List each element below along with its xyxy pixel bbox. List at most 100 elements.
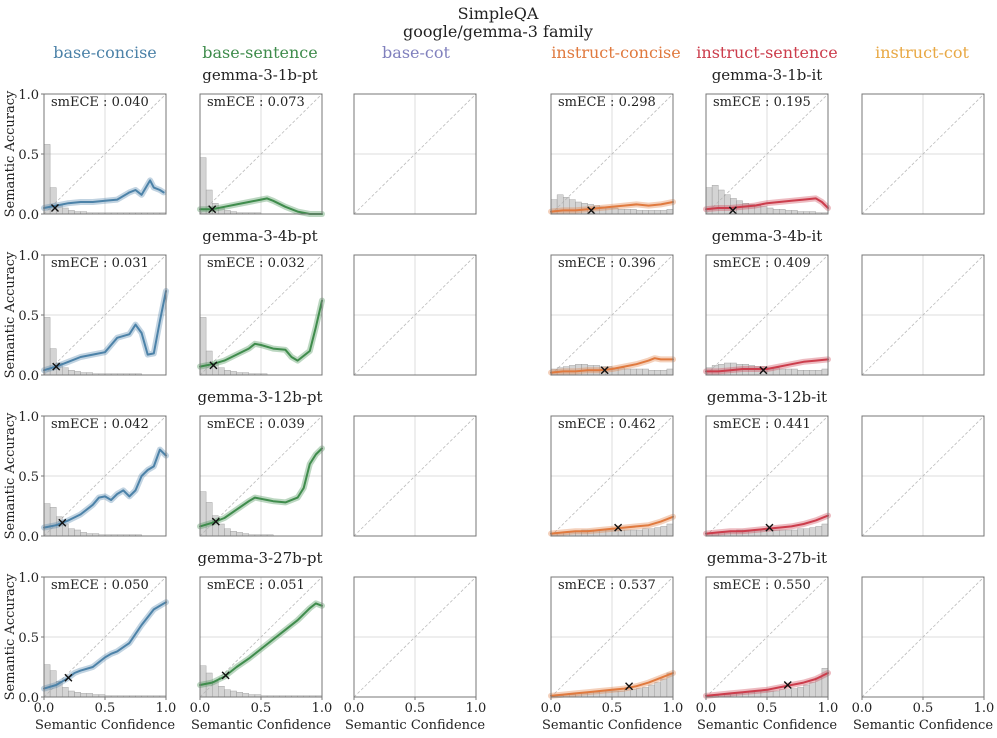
y-tick-label: 0.5 bbox=[18, 148, 39, 163]
panel-r3-c3: smECE : 0.537 0.0 0.5 1.0 Semantic Confidenc… bbox=[541, 576, 683, 733]
histogram-bar bbox=[49, 507, 57, 537]
x-tick-label: 0.5 bbox=[405, 701, 426, 716]
panel-r1-c0: smECE : 0.031 0.0 0.5 1.0 bbox=[18, 249, 169, 384]
histogram-bar bbox=[630, 689, 637, 698]
y-axis-label-1: Semantic Accuracy bbox=[3, 251, 18, 378]
panel-frame bbox=[861, 93, 985, 215]
y-axis-label-2: Semantic Accuracy bbox=[3, 412, 18, 539]
histogram-bar bbox=[660, 210, 668, 215]
model-label-base-1: gemma-3-4b-pt bbox=[202, 227, 317, 245]
smece-label: smECE : 0.396 bbox=[558, 256, 656, 271]
calibration-curve bbox=[43, 290, 167, 372]
y-axis-label-0: Semantic Accuracy bbox=[3, 90, 18, 217]
histogram-bar bbox=[809, 370, 817, 376]
calibration-curve bbox=[199, 299, 323, 368]
histogram-bar bbox=[666, 523, 674, 537]
histogram-bar bbox=[230, 371, 237, 376]
model-label-instruct-0: gemma-3-1b-it bbox=[712, 66, 823, 84]
panel-frame bbox=[199, 415, 323, 537]
histogram-bar bbox=[74, 371, 81, 376]
smece-label: smECE : 0.039 bbox=[207, 417, 305, 432]
calibration-curve bbox=[550, 672, 674, 697]
histogram-bar bbox=[218, 523, 225, 537]
panel-r2-c0: smECE : 0.042 0.0 0.5 1.0 bbox=[18, 410, 169, 545]
histogram-bar bbox=[617, 208, 625, 215]
x-tick-label: 0.5 bbox=[95, 701, 116, 716]
panel-frame bbox=[199, 93, 323, 215]
panel-r2-c5 bbox=[861, 415, 985, 537]
histogram-bar bbox=[236, 692, 243, 698]
panel-r0-c0: smECE : 0.040 0.0 0.5 1.0 bbox=[18, 88, 167, 223]
diagonal-reference-line bbox=[199, 415, 323, 537]
histogram-bar bbox=[642, 687, 649, 698]
histogram-bar bbox=[62, 687, 69, 698]
calibration-curve bbox=[705, 197, 829, 211]
panel-frame bbox=[705, 415, 829, 537]
histogram-bar bbox=[785, 529, 792, 537]
panel-frame bbox=[550, 254, 674, 376]
panel-grid: smECE : 0.040 0.0 0.5 1.0 smECE : 0.073 smECE… bbox=[18, 88, 994, 733]
histogram-bar bbox=[660, 526, 668, 537]
panel-r0-c1: smECE : 0.073 bbox=[197, 93, 325, 217]
histogram-bar bbox=[43, 664, 51, 698]
model-label-instruct-1: gemma-3-4b-it bbox=[712, 227, 823, 245]
panel-r1-c3: smECE : 0.396 bbox=[548, 254, 676, 376]
histogram-bar bbox=[766, 207, 774, 215]
x-axis-label: Semantic Confidence bbox=[191, 718, 331, 733]
smece-label: smECE : 0.195 bbox=[713, 95, 811, 110]
column-header-3: instruct-concise bbox=[551, 43, 680, 62]
histogram-bar bbox=[630, 368, 637, 376]
mean-marker bbox=[211, 517, 220, 526]
histogram-bar bbox=[760, 206, 768, 215]
panel-r0-c2 bbox=[353, 93, 477, 215]
calibration-curve bbox=[199, 602, 323, 686]
histogram-bar bbox=[809, 527, 817, 537]
model-label-base-0: gemma-3-1b-pt bbox=[202, 66, 317, 84]
x-tick-label: 1.0 bbox=[312, 701, 333, 716]
diagonal-reference-line bbox=[353, 93, 477, 215]
histogram-bar bbox=[821, 523, 829, 537]
mean-marker bbox=[50, 204, 59, 212]
x-tick-label: 0.0 bbox=[34, 701, 55, 716]
histogram-bar bbox=[68, 210, 75, 215]
histogram-bar bbox=[230, 690, 237, 698]
histogram-bar bbox=[218, 686, 225, 698]
histogram-bar bbox=[642, 368, 649, 376]
x-axis-label: Semantic Confidence bbox=[35, 718, 175, 733]
diagonal-reference-line bbox=[43, 93, 167, 215]
mean-marker bbox=[625, 682, 634, 691]
histogram-bar bbox=[791, 368, 798, 376]
x-tick-label: 0.0 bbox=[190, 701, 211, 716]
panel-r2-c2 bbox=[353, 415, 477, 537]
mean-marker bbox=[600, 366, 609, 375]
histogram-bar bbox=[803, 370, 810, 376]
panel-r3-c5: 0.0 0.5 1.0 Semantic Confidence bbox=[852, 576, 994, 733]
panel-r0-c5 bbox=[861, 93, 985, 215]
panel-frame bbox=[861, 254, 985, 376]
calibration-curve bbox=[550, 515, 674, 535]
y-tick-label: 0.5 bbox=[18, 470, 39, 485]
histogram-bar bbox=[654, 370, 662, 376]
mean-marker bbox=[52, 362, 61, 371]
panel-r2-c1: smECE : 0.039 bbox=[197, 415, 325, 537]
x-axis-label: Semantic Confidence bbox=[345, 718, 485, 733]
histogram-bar bbox=[803, 528, 810, 537]
y-tick-label: 1.0 bbox=[18, 88, 39, 103]
diagonal-reference-line bbox=[705, 576, 829, 698]
panel-frame bbox=[353, 254, 477, 376]
calibration-curve bbox=[199, 197, 323, 215]
histogram-bar bbox=[648, 528, 655, 537]
mean-marker bbox=[728, 206, 737, 215]
histogram-bar bbox=[654, 527, 662, 537]
histogram-bar bbox=[86, 693, 93, 698]
smece-label: smECE : 0.441 bbox=[713, 417, 811, 432]
y-tick-label: 0.0 bbox=[18, 208, 39, 223]
diagonal-reference-line bbox=[353, 576, 477, 698]
histogram-bar bbox=[797, 370, 804, 376]
panel-frame bbox=[199, 254, 323, 376]
histogram-bar bbox=[199, 157, 207, 215]
diagonal-reference-line bbox=[199, 93, 323, 215]
histogram-bar bbox=[43, 144, 51, 215]
y-tick-label: 1.0 bbox=[18, 249, 39, 264]
histogram-bar bbox=[224, 689, 231, 698]
